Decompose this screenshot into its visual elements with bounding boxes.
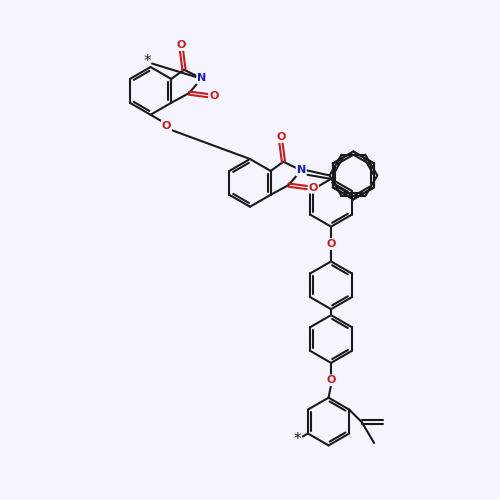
Text: O: O [308,182,318,192]
Text: *: * [144,54,151,68]
Text: O: O [326,376,336,386]
Text: O: O [162,120,171,130]
Text: O: O [177,40,186,50]
Text: O: O [209,90,218,101]
Text: N: N [197,74,206,84]
Text: O: O [276,132,285,142]
Text: *: * [293,432,301,447]
Text: O: O [326,239,336,249]
Text: N: N [296,166,306,175]
